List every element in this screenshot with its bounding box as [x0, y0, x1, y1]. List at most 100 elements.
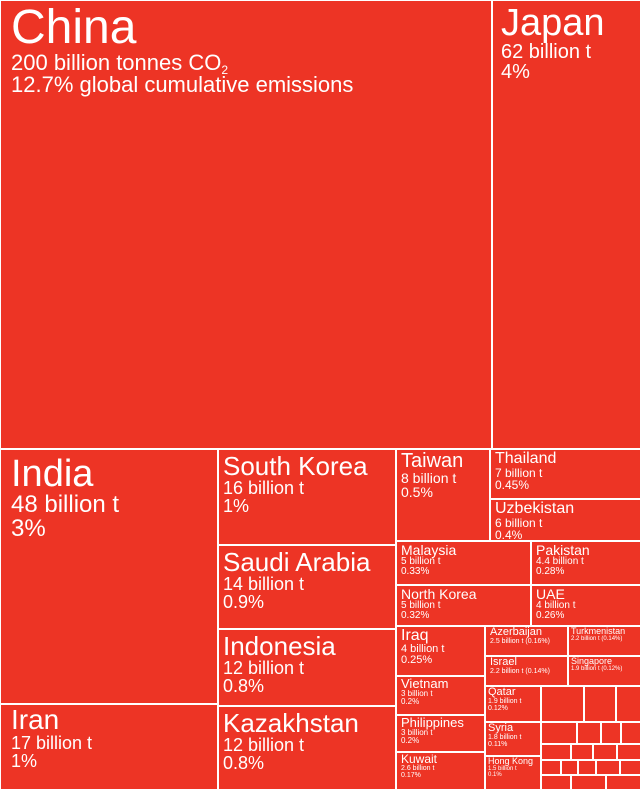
emissions-value-text: 3 billion t [401, 728, 433, 737]
cell-malaysia: Malaysia 5 billion t 0.33% [396, 541, 531, 585]
cell-saudi-arabia: Saudi Arabia 14 billion t 0.9% [218, 545, 396, 629]
emissions-value-text: 1.9 billion t (0.12%) [571, 666, 623, 672]
share-percent-label: 0.12% [488, 705, 508, 713]
share-percent-label: 0.17% [401, 772, 421, 780]
share-percent-label: 12.7% global cumulative emissions [11, 72, 354, 98]
country-name-label: Philippines [401, 715, 464, 730]
country-name-label: Kazakhstan [223, 708, 359, 738]
share-percent-label: 4% [501, 61, 530, 84]
cell-kazakhstan: Kazakhstan 12 billion t 0.8% [218, 706, 396, 790]
cell-uae: UAE 4 billion t 0.26% [531, 585, 641, 626]
country-name-label: Pakistan [536, 542, 590, 558]
emissions-value-label: 5 billion t [401, 556, 526, 567]
cell-israel: Israel 2.2 billion t (0.14%) [485, 656, 568, 686]
emissions-value-label: 4 billion t [536, 600, 636, 611]
cell-unlabeled [571, 775, 606, 790]
cell-unlabeled [596, 760, 620, 775]
country-name-label: Iran [11, 704, 60, 735]
emissions-value-text: 3 billion t [401, 689, 433, 698]
emissions-value-text: 1.5 billion t [488, 766, 517, 772]
co2-subscript: 2 [221, 63, 229, 78]
share-percent-label: 0.32% [401, 610, 430, 622]
cell-azerbaijan: Azerbaijan 2.5 billion t (0.16%) [485, 626, 568, 656]
share-percent-label: 0.4% [495, 528, 523, 541]
emissions-value-text: 5 billion t [401, 600, 441, 611]
country-name-label: Kuwait [401, 752, 438, 766]
country-name-label: India [11, 453, 94, 495]
share-percent-label: 0.2% [401, 697, 420, 707]
cell-singapore: Singapore 1.9 billion t (0.12%) [568, 656, 641, 686]
emissions-value-text: 8 billion t [401, 470, 457, 486]
emissions-value-label: 2.2 billion t (0.14%) [490, 668, 563, 675]
cell-unlabeled [541, 760, 561, 775]
country-name-label: Hong Kong [488, 756, 534, 766]
emissions-value-label: 62 billion t [501, 42, 632, 62]
country-name-label: UAE [536, 586, 565, 602]
emissions-value-label: 1.5 billion t [488, 766, 538, 772]
cell-indonesia: Indonesia 12 billion t 0.8% [218, 629, 396, 706]
emissions-value-text: 12 billion t [223, 658, 305, 678]
emissions-value-text: 1.8 billion t [488, 734, 522, 741]
share-percent-label: 0.26% [536, 610, 565, 622]
emissions-value-text: 4 billion t [536, 600, 576, 611]
share-percent-label: 0.5% [401, 484, 433, 501]
cell-unlabeled [620, 760, 641, 775]
emissions-value-text: 4.4 billion t [536, 556, 584, 567]
emissions-value-text: 1.9 billion t [488, 698, 522, 705]
cell-turkmenistan: Turkmenistan 2.2 billion t (0.14%) [568, 626, 641, 656]
emissions-value-text: 2.6 billion t [401, 765, 435, 772]
cell-unlabeled [584, 686, 616, 722]
cell-unlabeled [541, 686, 584, 722]
emissions-value-text: 17 billion t [11, 733, 93, 753]
cell-unlabeled [541, 775, 571, 790]
cell-unlabeled [541, 744, 571, 760]
share-percent-label: 0.2% [401, 736, 420, 746]
cell-qatar: Qatar 1.9 billion t 0.12% [485, 686, 541, 722]
country-name-label: North Korea [401, 586, 477, 602]
country-name-label: Iraq [401, 627, 429, 644]
country-name-label: Israel [490, 656, 517, 668]
country-name-label: Saudi Arabia [223, 547, 371, 577]
emissions-value-text: 14 billion t [223, 574, 305, 594]
country-name-label: Indonesia [223, 631, 336, 661]
cell-unlabeled [578, 760, 596, 775]
emissions-value-text: 2.2 billion t (0.14%) [490, 668, 550, 675]
share-percent-label: 1% [223, 496, 250, 517]
emissions-value-text: 62 billion t [501, 41, 592, 63]
share-percent-label: 0.28% [536, 566, 565, 578]
cell-unlabeled [541, 722, 577, 744]
emissions-value-label: 1.8 billion t [488, 734, 538, 741]
emissions-value-label: 2.6 billion t [401, 765, 480, 772]
cell-unlabeled [593, 744, 617, 760]
emissions-value-label: 3 billion t [401, 689, 480, 698]
cell-syria: Syria 1.8 billion t 0.11% [485, 722, 541, 756]
cell-south-korea: South Korea 16 billion t 1% [218, 449, 396, 545]
emissions-value-text: 7 billion t [495, 466, 543, 480]
emissions-value-label: 8 billion t [401, 471, 485, 485]
country-name-label: Singapore [571, 656, 613, 666]
cell-unlabeled [617, 744, 641, 760]
country-name-label: Uzbekistan [495, 500, 575, 517]
cell-india: India 48 billion t 3% [0, 449, 218, 704]
cell-unlabeled [616, 686, 641, 722]
cell-hong-kong: Hong Kong 1.5 billion t 0.1% [485, 756, 541, 790]
emissions-value-label: 4 billion t [401, 643, 480, 655]
emissions-value-text: 200 billion tonnes CO [11, 50, 222, 75]
emissions-value-label: 2.2 billion t (0.14%) [571, 636, 638, 642]
share-percent-label: 0.11% [488, 741, 508, 749]
emissions-value-label: 1.9 billion t [488, 698, 538, 705]
emissions-value-label: 17 billion t [11, 734, 207, 752]
emissions-value-label: 48 billion t [11, 492, 207, 517]
emissions-value-label: 2.5 billion t (0.16%) [490, 638, 563, 645]
emissions-value-text: 5 billion t [401, 556, 441, 567]
country-name-label: Azerbaijan [490, 626, 542, 638]
emissions-value-label: 14 billion t [223, 575, 391, 593]
country-name-label: Taiwan [401, 450, 464, 472]
emissions-value-label: 200 billion tonnes CO2 [11, 50, 481, 78]
cell-china: China 200 billion tonnes CO2 12.7% global … [0, 0, 492, 449]
country-name-label: Turkmenistan [571, 626, 626, 636]
emissions-value-text: 12 billion t [223, 735, 305, 755]
share-percent-label: 3% [11, 515, 46, 543]
country-name-label: Syria [488, 722, 514, 734]
